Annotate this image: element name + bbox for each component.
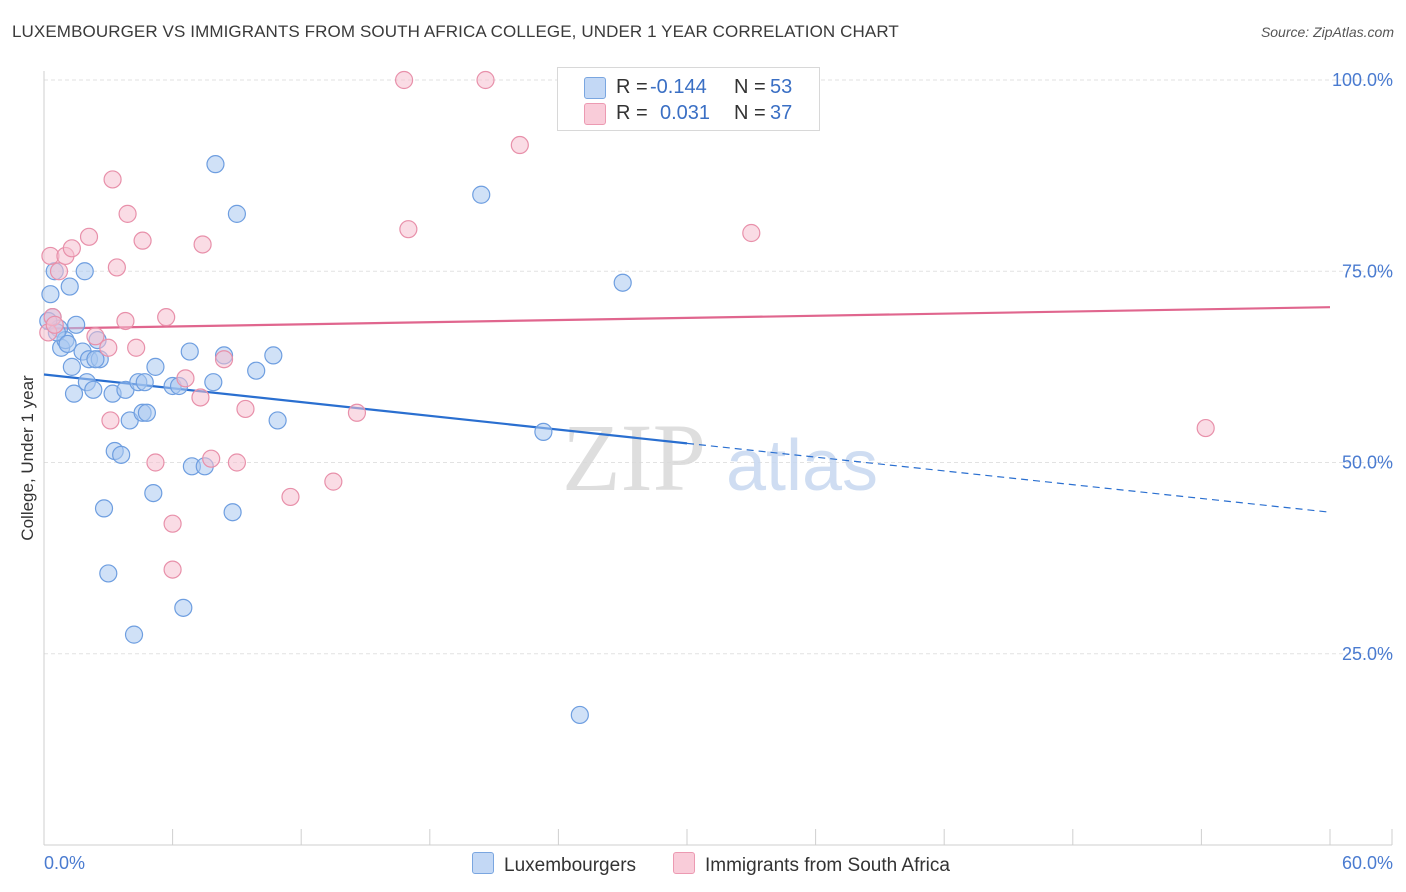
data-points [39,70,1215,725]
legend-r-value: 0.031 [660,101,711,124]
bottom-legend-immigrants: Immigrants from South Africa [673,852,950,877]
point-immigrant [146,453,165,472]
point-immigrant [236,399,255,419]
point-luxembourger [67,315,86,334]
watermark-zip: ZIP [562,404,706,511]
point-luxembourger [75,262,94,281]
bottom-legend-swatch-pink [673,852,695,874]
point-luxembourger [613,273,632,292]
point-luxembourger [180,342,199,361]
point-luxembourger [264,346,283,365]
point-luxembourger [174,598,193,617]
point-immigrant [347,403,367,422]
legend-n-label: N = [734,75,766,98]
point-immigrant [1196,418,1215,438]
point-immigrant [193,235,212,254]
point-luxembourger [86,350,105,369]
point-immigrant [127,338,146,357]
point-luxembourger [146,357,165,376]
legend-swatch-pink [584,103,606,125]
stats-legend: R = -0.144 N = 53 R = 0.031 N = 37 [557,67,820,131]
bottom-legend-label: Immigrants from South Africa [705,855,950,876]
tick-labels: 100.0% 75.0% 50.0% 25.0% 0.0% 60.0% [44,70,1393,873]
point-luxembourger [124,625,144,644]
point-luxembourger [144,484,163,503]
y-tick-label: 75.0% [1342,261,1393,281]
point-immigrant [86,327,105,346]
watermark-atlas: atlas [726,426,878,506]
point-immigrant [510,135,529,155]
y-tick-label: 100.0% [1332,70,1393,90]
point-immigrant [163,514,182,533]
bottom-legend-luxembourgers: Luxembourgers [472,852,636,877]
point-luxembourger [64,384,84,403]
point-luxembourger [223,503,242,522]
point-immigrant [227,453,246,472]
point-luxembourger [206,155,225,174]
point-luxembourger [84,380,103,399]
point-luxembourger [137,403,156,422]
point-immigrant [99,338,118,357]
x-tick-label: 60.0% [1342,853,1393,873]
point-luxembourger [227,204,246,223]
point-immigrant [103,170,122,189]
y-tick-label: 50.0% [1342,453,1393,473]
point-immigrant [176,369,195,388]
point-immigrant [116,311,135,331]
legend-swatch-blue [584,77,606,99]
bottom-legend-label: Luxembourgers [504,855,637,876]
legend-n-value: 37 [770,101,793,124]
chart-title: LUXEMBOURGER VS IMMIGRANTS FROM SOUTH AF… [12,22,899,41]
point-immigrant [742,223,761,243]
point-immigrant [45,315,64,334]
legend-n-label: N = [734,101,766,124]
point-immigrant [79,227,99,246]
point-luxembourger [268,411,287,430]
axes [43,71,1393,846]
point-immigrant [118,204,137,223]
point-luxembourger [247,361,266,380]
point-luxembourger [60,277,79,296]
watermark: ZIP atlas [562,404,878,511]
point-luxembourger [99,564,118,583]
point-immigrant [107,258,126,277]
source-credit: Source: ZipAtlas.com [1260,24,1394,40]
point-immigrant [157,308,176,327]
point-immigrant [476,70,495,90]
point-luxembourger [94,499,114,518]
legend-r-label: R = [616,101,648,124]
point-luxembourger [472,185,491,204]
point-immigrant [399,220,418,239]
point-luxembourger [534,422,553,441]
legend-r-value: -0.144 [650,75,707,98]
point-luxembourger [570,705,589,725]
point-luxembourger [58,334,77,354]
point-immigrant [324,472,343,491]
legend-r-label: R = [616,75,648,98]
point-immigrant [49,262,69,281]
point-luxembourger [41,285,60,304]
point-immigrant [394,70,414,90]
point-luxembourger [112,445,131,464]
gridlines [44,79,1392,655]
point-immigrant [133,231,152,250]
point-luxembourger [62,357,81,376]
point-luxembourger [204,373,223,392]
point-immigrant [214,350,234,369]
x-tick-label: 0.0% [44,853,85,873]
point-immigrant [191,388,210,407]
point-immigrant [202,449,221,468]
point-luxembourger [135,373,154,392]
bottom-legend-swatch-blue [472,852,494,874]
y-tick-label: 25.0% [1342,644,1393,664]
point-immigrant [62,239,81,258]
point-immigrant [163,560,182,579]
point-immigrant [101,411,120,430]
trendline-immigrants [43,306,1331,330]
legend-n-value: 53 [770,75,793,98]
point-immigrant [281,487,300,507]
